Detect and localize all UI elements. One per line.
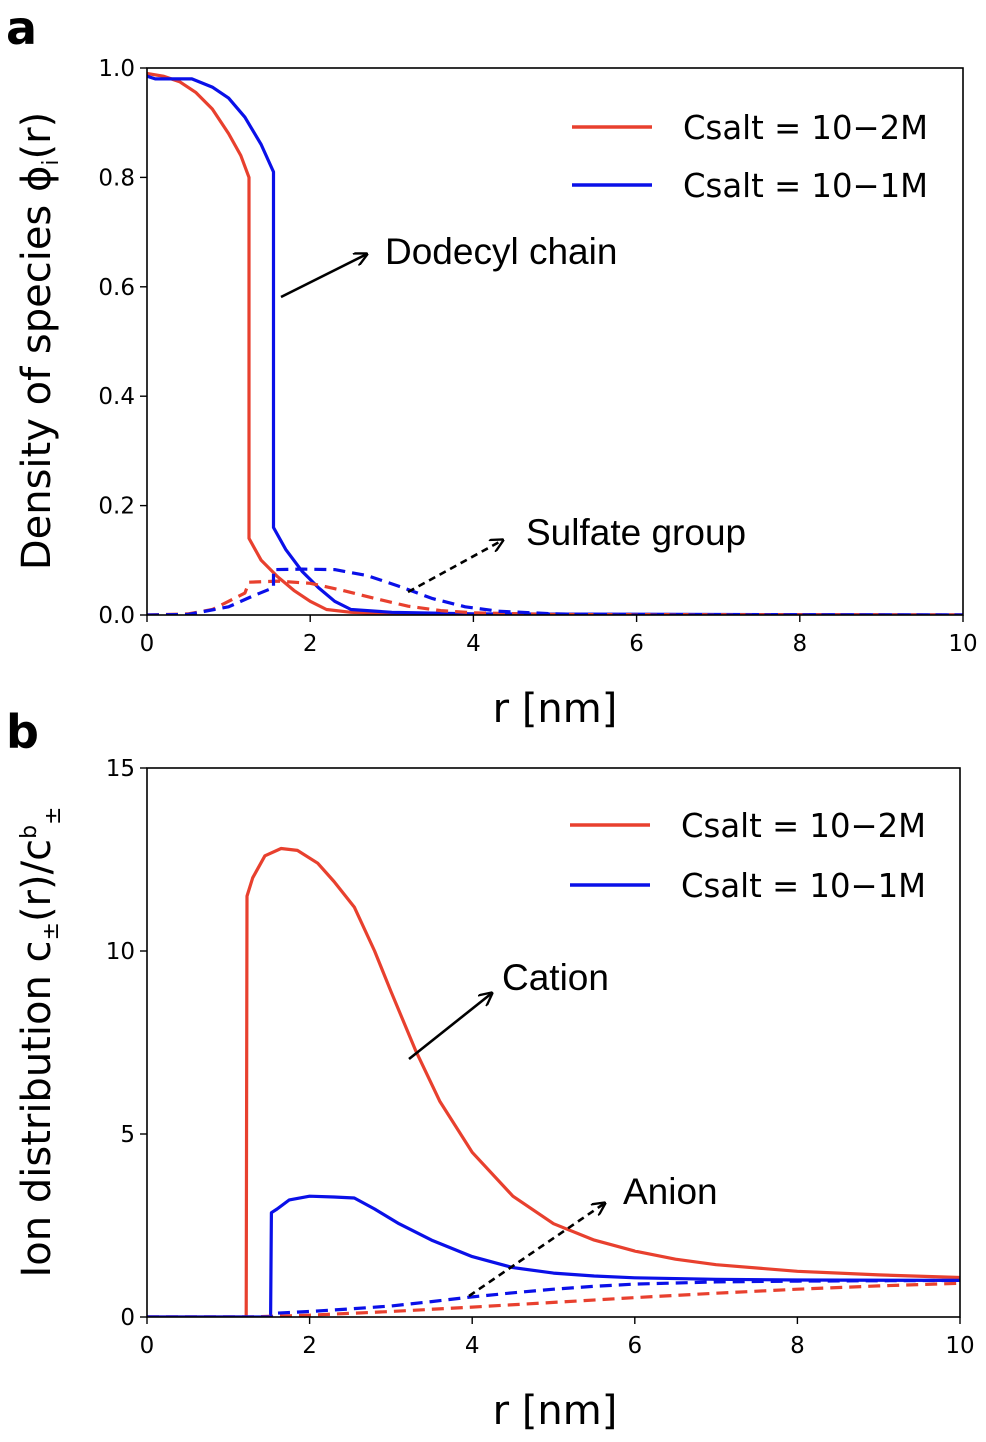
x-tick-label: 6 <box>627 1333 642 1359</box>
legend-label: Csalt = 10−2M <box>683 108 928 147</box>
x-tick-label: 4 <box>465 1333 480 1359</box>
annotation-label: Anion <box>623 1171 718 1212</box>
panel-b-chart: b 0 2 4 6 8 10 0 5 10 15 r [nm] Ion distribution c±(… <box>6 705 975 1434</box>
dashed-series-line-3 <box>147 567 963 615</box>
y-tick-label: 0.8 <box>98 165 135 191</box>
solid-series-line-1 <box>147 74 963 615</box>
legend-label: Csalt = 10−1M <box>681 866 926 905</box>
annotation-arrow <box>408 993 492 1061</box>
solid-series-line-1 <box>147 1194 960 1317</box>
solid-series-line-0 <box>147 71 963 615</box>
x-tick-label: 8 <box>792 631 807 657</box>
x-tick-label: 0 <box>140 1333 155 1359</box>
annotation-label: Dodecyl chain <box>385 231 617 272</box>
annotation-label: Cation <box>502 957 609 998</box>
x-tick-label: 0 <box>140 631 155 657</box>
axes-frame <box>146 67 964 616</box>
y-tick-label: 0 <box>120 1305 135 1331</box>
y-tick-label: 0.0 <box>98 603 135 629</box>
x-tick-label: 10 <box>948 631 977 657</box>
panel-a-chart: a 0 2 4 6 8 10 0.0 0.2 0.4 0.6 0.8 1.0 r [nm] Density … <box>6 1 978 732</box>
series-group <box>147 71 963 615</box>
x-tick-label: 8 <box>790 1333 805 1359</box>
dashed-series-line-2 <box>147 1281 960 1317</box>
y-axis-label: Density of species ϕi(r) <box>14 112 64 570</box>
panel-label: b <box>6 705 39 759</box>
x-tick-label: 10 <box>945 1333 974 1359</box>
x-axis-label: r [nm] <box>493 1388 618 1434</box>
panel-label: a <box>6 1 37 55</box>
annotation-arrow <box>468 1203 605 1298</box>
annotation-arrow <box>280 254 367 299</box>
x-tick-label: 2 <box>302 1333 317 1359</box>
y-tick-label: 0.2 <box>98 494 135 520</box>
axes-frame <box>146 767 961 1318</box>
legend-label: Csalt = 10−2M <box>681 806 926 845</box>
x-tick-label: 2 <box>303 631 318 657</box>
y-axis-label: Ion distribution c±(r)/cb± <box>14 807 66 1278</box>
y-tick-label: 1.0 <box>98 56 135 82</box>
dashed-series-line-2 <box>147 579 963 615</box>
dashed-series-line-3 <box>147 1278 960 1317</box>
y-tick-label: 15 <box>106 756 135 782</box>
x-tick-label: 4 <box>466 631 481 657</box>
series-group <box>147 846 960 1317</box>
y-tick-label: 5 <box>120 1122 135 1148</box>
annotation-label: Sulfate group <box>526 512 746 553</box>
annotation-arrow <box>407 540 503 594</box>
x-tick-label: 6 <box>629 631 644 657</box>
x-axis-label: r [nm] <box>493 686 618 732</box>
y-tick-label: 10 <box>106 939 135 965</box>
y-tick-label: 0.4 <box>98 384 135 410</box>
solid-series-line-0 <box>147 846 960 1317</box>
y-tick-label: 0.6 <box>98 275 135 301</box>
legend-label: Csalt = 10−1M <box>683 166 928 205</box>
